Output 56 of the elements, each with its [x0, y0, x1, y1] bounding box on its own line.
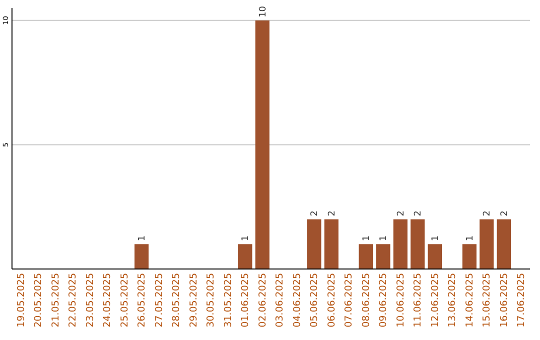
- x-tick-label: 02.06.2025: [257, 273, 268, 328]
- data-label: 1: [379, 235, 390, 242]
- x-tick-label: 28.05.2025: [171, 273, 182, 328]
- x-tick-label: 20.05.2025: [33, 273, 44, 328]
- data-label: 1: [138, 235, 148, 242]
- bar: [134, 244, 149, 269]
- x-tick-label: 22.05.2025: [68, 273, 79, 328]
- data-label: 2: [327, 210, 338, 216]
- data-label: 1: [465, 235, 476, 242]
- data-label: 2: [500, 210, 510, 216]
- data-label: 1: [241, 235, 252, 242]
- x-tick-label: 15.06.2025: [482, 273, 493, 328]
- x-tick-label: 06.06.2025: [326, 273, 338, 328]
- x-tick-label: 19.05.2025: [16, 273, 27, 328]
- x-tick-label: 09.06.2025: [378, 273, 390, 328]
- x-tick-label: 17.06.2025: [516, 273, 528, 328]
- x-tick-label: 13.06.2025: [447, 273, 458, 328]
- data-label: 2: [396, 210, 406, 216]
- x-tick-label: 14.06.2025: [464, 273, 476, 328]
- x-tick-label: 27.05.2025: [154, 273, 165, 328]
- bar: [480, 219, 494, 269]
- bar: [358, 244, 373, 269]
- bar: [238, 244, 252, 269]
- x-tick-label: 08.06.2025: [360, 273, 372, 328]
- x-tick-label: 21.05.2025: [50, 273, 62, 328]
- data-label: 2: [310, 210, 320, 216]
- x-tick-label: 23.05.2025: [84, 273, 96, 328]
- x-tick-label: 29.05.2025: [188, 273, 200, 328]
- x-tick-label: 05.06.2025: [309, 273, 320, 328]
- data-label: 2: [414, 210, 424, 216]
- data-label: 1: [362, 235, 372, 242]
- bar: [410, 219, 425, 269]
- bar: [307, 219, 322, 269]
- x-tick-label: 30.05.2025: [206, 273, 217, 328]
- bar: [376, 244, 390, 269]
- x-tick-label: 16.06.2025: [498, 273, 510, 328]
- bar: [496, 219, 512, 269]
- x-tick-label: 10.06.2025: [395, 273, 406, 328]
- x-tick-label: 11.06.2025: [412, 273, 424, 328]
- data-label: 10: [258, 6, 268, 18]
- bar: [393, 219, 408, 269]
- x-tick-label: 25.05.2025: [119, 273, 130, 328]
- data-label: 1: [430, 235, 441, 242]
- bar: [462, 244, 477, 269]
- x-tick-label: 12.06.2025: [430, 273, 441, 328]
- bar: [255, 20, 270, 269]
- x-tick-label: 26.05.2025: [136, 273, 148, 328]
- x-tick-label: 24.05.2025: [102, 273, 114, 328]
- x-tick-label: 04.06.2025: [292, 273, 303, 328]
- bar: [428, 244, 442, 269]
- data-label: 2: [482, 210, 493, 216]
- bar: [324, 219, 338, 269]
- x-tick-label: 03.06.2025: [274, 273, 286, 328]
- x-tick-label: 07.06.2025: [344, 273, 355, 328]
- x-tick-label: 01.06.2025: [240, 273, 252, 328]
- x-tick-label: 31.05.2025: [222, 273, 234, 328]
